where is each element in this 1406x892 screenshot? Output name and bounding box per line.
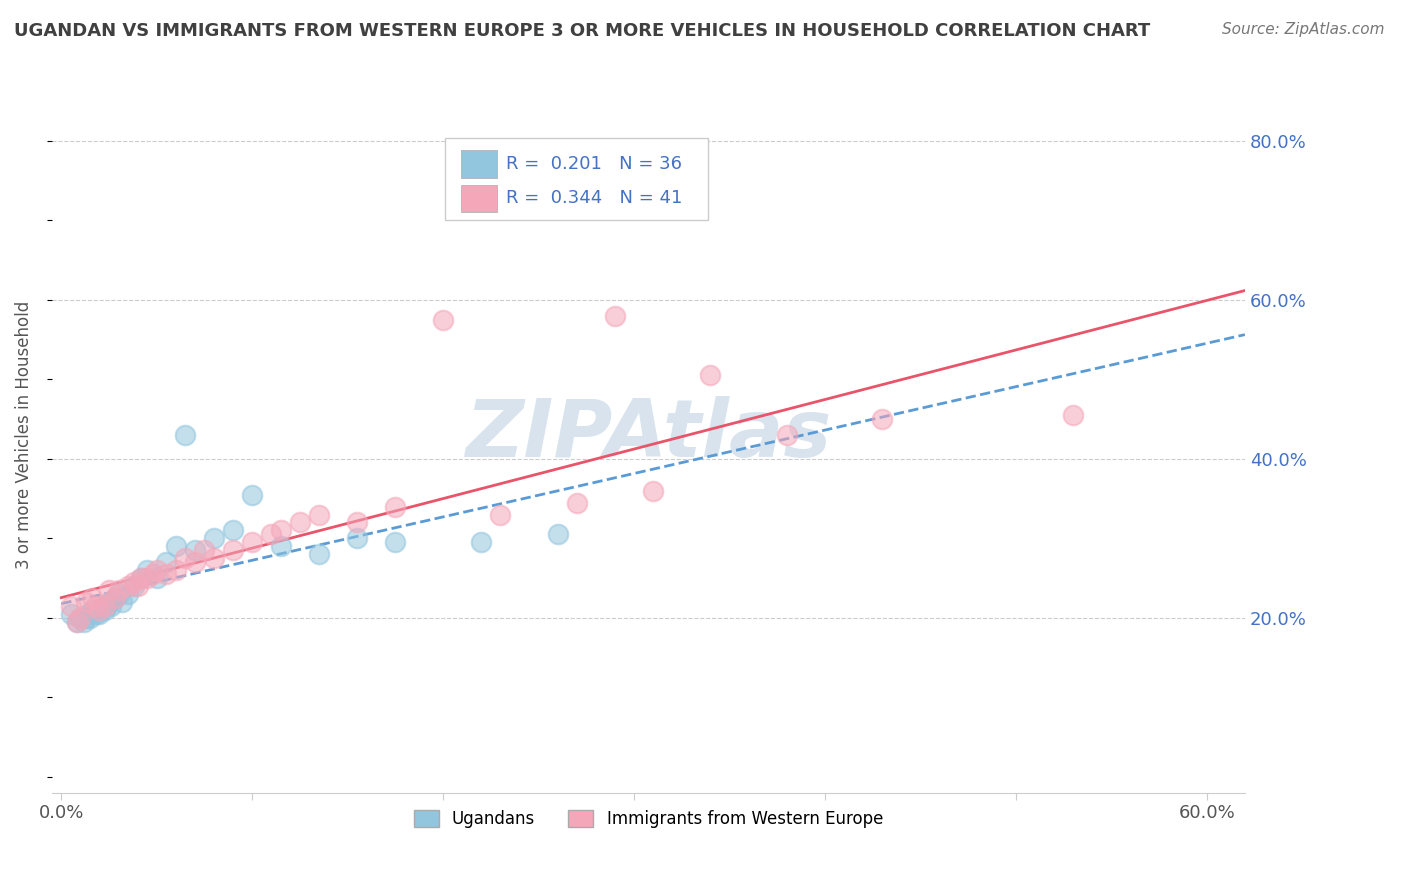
Point [65,615,87,629]
Point [346,516,368,530]
Point [145,563,167,577]
Point [98,595,121,609]
Point [84,599,107,613]
Point [111,595,134,609]
Point [240,535,263,549]
Point [89,607,111,621]
Point [270,524,292,538]
Point [165,563,187,577]
Point [94,603,117,617]
Point [184,543,207,558]
Point [65,615,87,629]
Point [202,551,225,566]
Point [107,582,129,597]
Point [308,508,330,522]
Point [75,611,97,625]
Point [136,563,159,577]
Point [73,615,96,629]
FancyBboxPatch shape [446,138,709,220]
Point [94,599,117,613]
Text: UGANDAN VS IMMIGRANTS FROM WESTERN EUROPE 3 OR MORE VEHICLES IN HOUSEHOLD CORREL: UGANDAN VS IMMIGRANTS FROM WESTERN EUROP… [14,22,1150,40]
Point [104,591,127,605]
Point [69,611,91,625]
Point [270,539,292,553]
Point [127,579,149,593]
Point [59,599,82,613]
Point [870,412,893,426]
Text: R =  0.344   N = 41: R = 0.344 N = 41 [506,189,683,207]
Point [155,567,177,582]
Point [145,571,167,585]
Point [184,555,207,569]
Point [643,483,665,498]
Point [384,535,406,549]
Point [222,543,245,558]
Point [117,587,139,601]
Point [98,582,121,597]
Point [603,309,626,323]
Bar [461,185,496,212]
Y-axis label: 3 or more Vehicles in Household: 3 or more Vehicles in Household [15,301,32,569]
Point [69,611,91,625]
Point [84,607,107,621]
Legend: Ugandans, Immigrants from Western Europe: Ugandans, Immigrants from Western Europe [406,803,890,834]
Point [80,591,103,605]
Point [489,508,512,522]
Point [131,571,153,585]
Point [107,587,129,601]
Point [96,599,118,613]
Point [117,579,139,593]
Point [104,591,127,605]
Point [100,599,122,613]
Point [155,555,177,569]
Point [122,579,145,593]
Point [79,611,101,625]
Point [174,551,197,566]
Point [699,368,721,383]
Point [1062,408,1084,422]
Point [91,599,114,613]
Point [59,607,82,621]
Point [288,516,311,530]
Point [174,428,197,442]
Point [470,535,492,549]
Point [432,313,454,327]
Point [346,532,368,546]
Point [384,500,406,514]
Point [193,543,215,558]
Point [202,532,225,546]
Point [565,495,588,509]
Point [222,524,245,538]
Text: ZIPAtlas: ZIPAtlas [465,396,831,474]
Point [80,603,103,617]
Point [75,595,97,609]
Point [89,603,111,617]
Text: Source: ZipAtlas.com: Source: ZipAtlas.com [1222,22,1385,37]
Point [547,527,569,541]
Point [77,607,100,621]
Text: R =  0.201   N = 36: R = 0.201 N = 36 [506,155,682,173]
Point [240,488,263,502]
Point [136,571,159,585]
Point [776,428,799,442]
Point [165,539,187,553]
Point [131,571,153,585]
Point [142,567,165,582]
Point [260,527,283,541]
Point [308,547,330,561]
Point [122,575,145,590]
Bar [461,151,496,178]
